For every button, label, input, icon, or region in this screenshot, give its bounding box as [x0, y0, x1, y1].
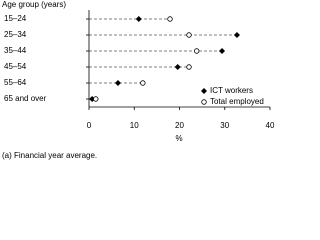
- y-tick-label: 15–24: [4, 14, 27, 23]
- marker: [193, 48, 200, 54]
- marker: [174, 64, 181, 70]
- marker: [219, 48, 226, 54]
- marker: [186, 64, 192, 70]
- page: Age group (years) % (a) Financial year a…: [2, 0, 275, 161]
- x-tick-label: 30: [220, 121, 229, 130]
- legend-label: Total employed: [210, 97, 264, 106]
- y-tick-label: 35–44: [4, 46, 27, 55]
- x-axis-title: %: [175, 134, 182, 143]
- y-tick-label: 65 and over: [4, 94, 47, 103]
- footnote: (a) Financial year average.: [2, 151, 97, 160]
- x-tick-label: 40: [266, 121, 275, 130]
- marker: [167, 16, 173, 22]
- marker: [140, 80, 146, 86]
- y-tick-label: 55–64: [4, 78, 27, 87]
- y-tick-label: 25–34: [4, 30, 27, 39]
- chart: Age group (years) % (a) Financial year a…: [2, 0, 275, 160]
- x-tick-label: 10: [130, 121, 139, 130]
- marker: [93, 96, 99, 102]
- legend-marker: [201, 88, 207, 94]
- legend-marker: [201, 99, 207, 105]
- marker: [233, 32, 240, 38]
- x-tick-label: 20: [175, 121, 184, 130]
- marker: [114, 80, 121, 86]
- marker: [135, 16, 142, 22]
- legend-label: ICT workers: [210, 86, 253, 95]
- y-axis-title: Age group (years): [2, 0, 66, 9]
- x-tick-label: 0: [87, 121, 92, 130]
- marker: [186, 32, 192, 38]
- y-tick-label: 45–54: [4, 62, 27, 71]
